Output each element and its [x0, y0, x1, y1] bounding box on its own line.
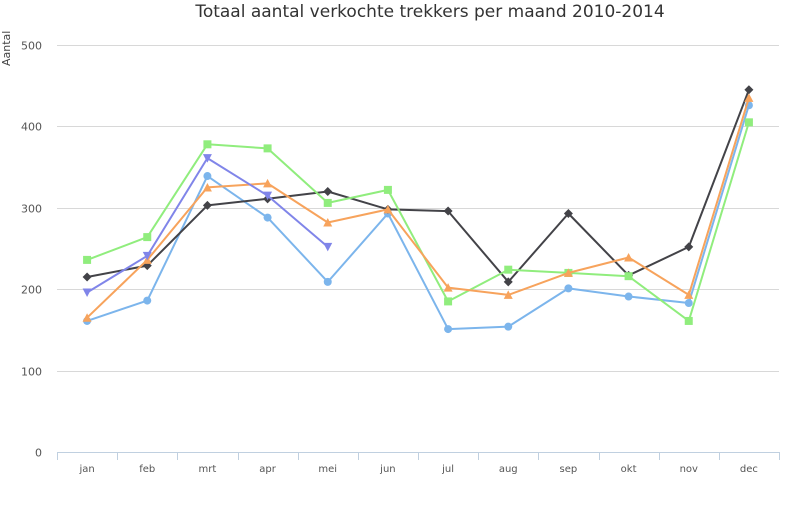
data-point	[624, 252, 634, 262]
data-point	[263, 178, 273, 188]
x-tick-label: feb	[139, 464, 155, 475]
x-tick-label: sep	[560, 464, 578, 475]
y-tick-label: 0	[35, 447, 42, 460]
data-point	[624, 292, 633, 301]
x-tick-label: mei	[318, 464, 337, 475]
data-point	[684, 299, 693, 308]
data-point	[263, 213, 272, 222]
y-tick-label: 100	[21, 366, 42, 379]
y-tick-label: 500	[21, 40, 42, 53]
data-point	[143, 296, 152, 305]
data-point	[443, 283, 453, 292]
y-tick-label: 300	[21, 203, 42, 216]
data-point	[504, 265, 513, 274]
data-point	[82, 272, 92, 282]
data-point	[83, 255, 92, 264]
data-point	[323, 187, 333, 197]
series-line-3	[86, 97, 750, 319]
x-tick-label: apr	[259, 464, 276, 475]
data-point	[564, 284, 573, 293]
x-tick-label: nov	[680, 464, 698, 475]
data-point	[444, 325, 453, 334]
data-point	[443, 206, 453, 216]
data-point	[323, 217, 333, 227]
data-point	[744, 93, 754, 102]
y-tick-label: 200	[21, 284, 42, 297]
data-point	[504, 322, 513, 331]
data-point	[503, 277, 513, 287]
series-line-1	[86, 89, 750, 283]
data-point	[503, 290, 513, 299]
y-tick-label: 400	[21, 121, 42, 134]
data-point	[82, 313, 92, 322]
data-point	[624, 272, 633, 281]
data-point	[563, 208, 573, 218]
data-point	[142, 251, 152, 261]
data-point	[202, 154, 212, 163]
data-point	[323, 242, 333, 252]
chart-title: Totaal aantal verkochte trekkers per maa…	[195, 2, 665, 22]
x-tick-label: mrt	[199, 464, 217, 475]
data-point	[563, 268, 573, 277]
data-point	[263, 191, 273, 201]
x-tick-label: jul	[441, 464, 454, 475]
x-tick-label: dec	[740, 464, 758, 475]
series-line-0	[86, 104, 750, 331]
data-point	[744, 118, 753, 127]
data-point	[684, 242, 694, 252]
data-point	[383, 185, 392, 194]
data-point	[143, 233, 152, 242]
x-tick-label: jan	[78, 464, 94, 475]
data-point	[323, 277, 332, 286]
series-line-2	[86, 122, 750, 322]
data-point	[82, 288, 92, 297]
data-point	[684, 316, 693, 325]
data-point	[202, 182, 212, 192]
data-point	[383, 204, 393, 214]
data-point	[323, 198, 332, 207]
x-tick-label: aug	[499, 464, 518, 475]
data-point	[684, 290, 694, 299]
x-tick-label: jun	[379, 464, 395, 475]
data-point	[444, 297, 453, 306]
data-point	[744, 85, 754, 95]
x-tick-label: okt	[621, 464, 637, 475]
data-point	[263, 144, 272, 153]
data-point	[203, 172, 212, 181]
data-point	[202, 200, 212, 210]
data-point	[203, 140, 212, 149]
